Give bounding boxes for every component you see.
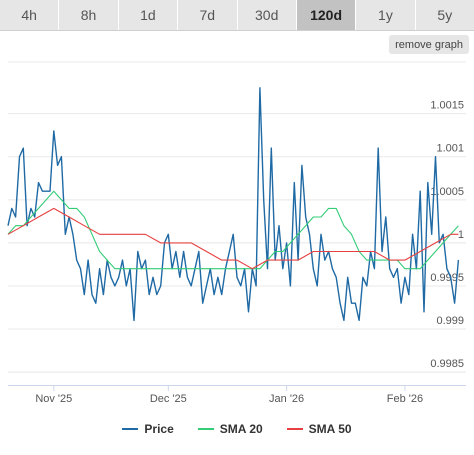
y-tick-label: 1.0015	[430, 100, 464, 112]
tab-1d[interactable]: 1d	[119, 0, 179, 30]
series-line-sma-20	[7, 190, 459, 270]
legend-label: SMA 50	[308, 422, 352, 436]
x-tick-label: Dec '25	[150, 393, 187, 405]
remove-graph-button[interactable]: remove graph	[389, 35, 469, 54]
y-tick-label: 1.0005	[430, 186, 464, 198]
tab-8h[interactable]: 8h	[59, 0, 119, 30]
x-tick-label: Nov '25	[35, 393, 72, 405]
legend-swatch	[197, 428, 214, 430]
legend-item-price[interactable]: Price	[122, 420, 174, 438]
x-tick-label: Feb '26	[387, 393, 423, 405]
y-tick-label: 1.001	[436, 143, 464, 155]
legend-item-sma-50[interactable]: SMA 50	[286, 420, 352, 438]
tab-30d[interactable]: 30d	[238, 0, 297, 30]
legend-label: Price	[144, 422, 174, 436]
y-tick-label: 0.9985	[430, 358, 464, 370]
legend-swatch	[122, 428, 139, 430]
x-tick-label: Jan '26	[269, 393, 304, 405]
tab-1y[interactable]: 1y	[356, 0, 416, 30]
legend-swatch	[286, 428, 303, 430]
y-tick-label: 1	[458, 229, 464, 241]
tab-120d[interactable]: 120d	[296, 0, 357, 30]
timeframe-tabs: 4h 8h 1d 7d 30d 120d 1y 5y	[0, 0, 474, 31]
tab-7d[interactable]: 7d	[178, 0, 238, 30]
y-tick-label: 0.999	[436, 315, 464, 327]
tab-4h[interactable]: 4h	[0, 0, 60, 30]
series-line-sma-50	[7, 207, 459, 270]
y-tick-label: 0.9995	[430, 272, 464, 284]
legend-label: SMA 20	[219, 422, 263, 436]
chart-legend: Price SMA 20 SMA 50	[0, 420, 474, 438]
legend-item-sma-20[interactable]: SMA 20	[197, 420, 263, 438]
tab-5y[interactable]: 5y	[437, 7, 453, 23]
series-line-price	[7, 87, 460, 322]
